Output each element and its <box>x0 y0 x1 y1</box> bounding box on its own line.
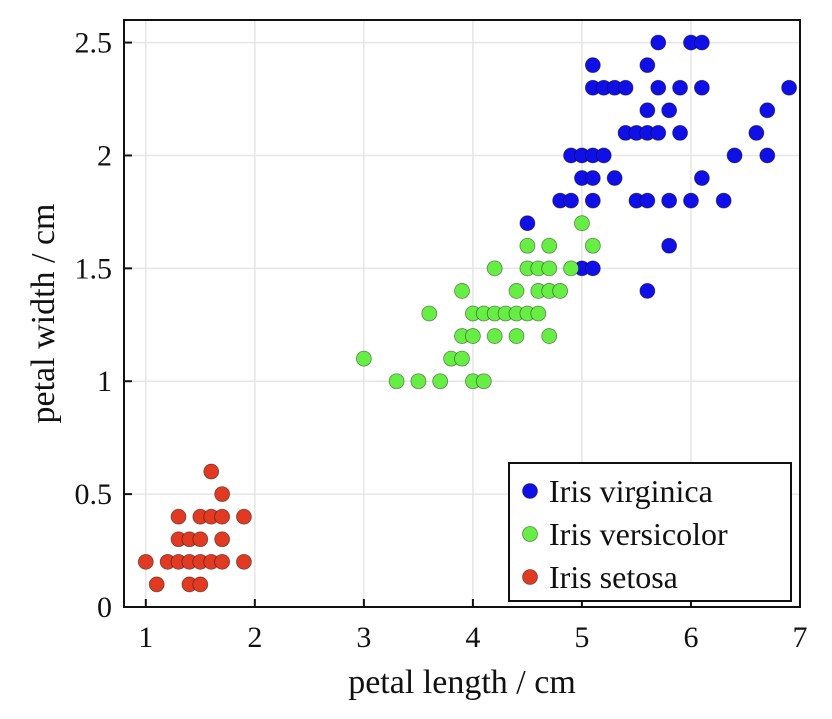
legend-box <box>508 462 792 602</box>
x-tick-label: 4 <box>465 621 480 654</box>
data-point <box>617 79 634 96</box>
data-point <box>661 237 678 254</box>
data-point <box>606 170 623 186</box>
data-point <box>519 237 536 254</box>
data-point <box>639 57 656 74</box>
data-point <box>639 192 656 209</box>
legend-label: Iris versicolor <box>549 516 728 552</box>
data-points <box>137 34 797 593</box>
data-point <box>574 215 590 232</box>
data-point <box>563 260 579 277</box>
legend: Iris virginica Iris versicolor Iris setosa <box>508 462 792 602</box>
data-point <box>650 34 667 51</box>
data-point <box>541 237 558 254</box>
data-point <box>541 260 558 277</box>
data-point <box>236 553 252 570</box>
y-tick-label: 2.5 <box>75 27 113 60</box>
legend-marker <box>522 483 538 499</box>
data-point <box>541 328 558 344</box>
y-tick-label: 2 <box>97 139 112 172</box>
data-point <box>748 124 765 141</box>
y-tick-label: 1.5 <box>75 252 113 285</box>
data-point <box>639 102 656 119</box>
data-point <box>715 192 732 209</box>
data-point <box>650 79 667 96</box>
x-tick-label: 1 <box>138 621 153 654</box>
data-point <box>486 260 503 277</box>
data-point <box>421 305 438 322</box>
data-point <box>214 486 231 503</box>
data-point <box>486 328 503 344</box>
data-point <box>203 463 220 480</box>
data-point <box>170 508 187 525</box>
data-point <box>236 508 252 525</box>
data-point <box>519 215 536 232</box>
data-point <box>672 124 688 141</box>
data-point <box>563 192 579 209</box>
data-point <box>192 531 209 548</box>
data-point <box>693 79 710 96</box>
data-point <box>410 373 427 390</box>
data-point <box>693 170 710 186</box>
plot-frame <box>123 19 801 608</box>
data-point <box>584 57 601 74</box>
data-point <box>454 350 470 367</box>
x-tick-label: 2 <box>247 621 262 654</box>
data-point <box>355 350 372 367</box>
y-tick-label: 1 <box>97 365 112 398</box>
data-point <box>552 283 569 299</box>
data-point <box>650 124 667 141</box>
axis-ticks: 1 2 3 4 5 6 7 0 0.5 1 1.5 2 2.5 <box>75 27 808 654</box>
data-point <box>759 102 776 119</box>
data-point <box>595 147 612 164</box>
data-point <box>508 283 525 299</box>
data-point <box>530 305 547 322</box>
data-point <box>137 553 154 570</box>
data-point <box>508 328 525 344</box>
data-point <box>683 192 699 209</box>
x-tick-label: 3 <box>356 621 371 654</box>
data-point <box>661 102 678 119</box>
data-point <box>214 553 231 570</box>
y-tick-label: 0.5 <box>75 478 113 511</box>
data-point <box>639 283 656 299</box>
data-point <box>475 373 492 390</box>
x-tick-label: 7 <box>793 621 808 654</box>
x-tick-label: 6 <box>683 621 698 654</box>
data-point <box>661 192 678 209</box>
data-point <box>454 283 470 299</box>
data-point <box>584 237 601 254</box>
legend-label: Iris virginica <box>549 473 713 509</box>
legend-label: Iris setosa <box>549 559 678 595</box>
x-axis-title: petal length / cm <box>348 664 576 701</box>
data-point <box>781 79 797 96</box>
data-point <box>148 576 165 593</box>
data-point <box>465 328 481 344</box>
data-point <box>584 260 601 277</box>
legend-marker <box>522 526 538 542</box>
y-axis-title: petal width / cm <box>25 203 62 423</box>
data-point <box>726 147 743 164</box>
data-point <box>432 373 449 390</box>
data-point <box>192 576 209 593</box>
y-tick-label: 0 <box>97 591 112 624</box>
data-point <box>759 147 776 164</box>
data-point <box>584 192 601 209</box>
legend-marker <box>522 569 538 585</box>
data-point <box>388 373 405 390</box>
data-point <box>214 508 231 525</box>
x-tick-label: 5 <box>574 621 589 654</box>
data-point <box>584 170 601 186</box>
data-point <box>693 34 710 51</box>
data-point <box>214 531 231 548</box>
data-point <box>672 79 688 96</box>
